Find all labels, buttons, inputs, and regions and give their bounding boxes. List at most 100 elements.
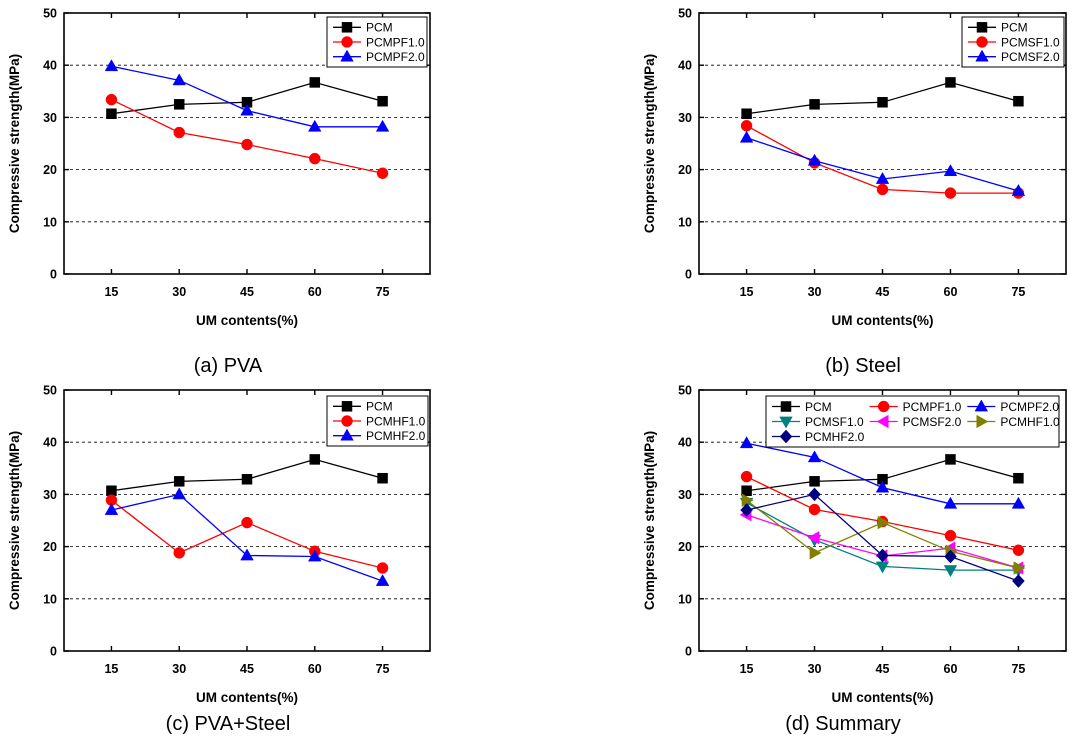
x-tick-label: 45: [240, 662, 254, 676]
chart-panel-2: 0 10 20 30 40 50 15 30 45 60 75 UM contents(%) Compr…: [642, 7, 1067, 377]
legend-marker: [341, 36, 353, 48]
legend-label: PCMHF1.0: [366, 414, 426, 428]
y-tick-label: 40: [678, 59, 692, 73]
legend-marker: [975, 49, 989, 62]
x-tick-label: 75: [1011, 662, 1025, 676]
data-point-pcmpf2.0: [739, 436, 754, 449]
y-tick-label: 30: [678, 488, 692, 502]
legend-marker: [779, 416, 793, 429]
data-point-pcmpf1.0: [376, 167, 389, 180]
x-tick-label: 60: [308, 662, 322, 676]
data-point-pcmhf2.0: [104, 503, 119, 515]
data-point-pcmhf2.0: [1012, 574, 1025, 588]
x-tick-label: 15: [740, 285, 754, 299]
data-point-pcmpf1.0: [740, 470, 753, 483]
data-point-pcmpf2.0: [943, 496, 958, 509]
legend-marker: [340, 49, 354, 62]
data-point-pcmpf1.0: [241, 138, 253, 151]
legend-label: PCMSF1.0: [1001, 35, 1060, 49]
legend-marker: [974, 399, 989, 412]
legend-label: PCMSF2.0: [903, 415, 962, 429]
data-point-pcmhf1.0: [877, 515, 890, 530]
data-point-pcm: [741, 108, 752, 119]
y-tick-label: 10: [678, 215, 692, 229]
data-point-pcm: [809, 476, 820, 487]
x-axis-title: UM contents(%): [832, 313, 934, 328]
data-point-pcm: [377, 472, 388, 484]
x-tick-label: 15: [740, 662, 754, 676]
data-point-pcmpf2.0: [807, 450, 822, 463]
legend-label: PCMPF2.0: [1000, 400, 1059, 414]
y-tick-label: 20: [678, 163, 692, 177]
legend-marker: [341, 401, 353, 412]
legend-marker: [877, 400, 890, 413]
x-tick-label: 45: [876, 285, 890, 299]
y-tick-label: 0: [50, 268, 57, 282]
data-point-pcmhf2.0: [876, 548, 889, 563]
y-axis-title: Compressive strength(MPa): [642, 54, 657, 233]
data-point-pcmsf2.0: [807, 530, 820, 545]
x-axis-title: UM contents(%): [196, 313, 298, 328]
legend-marker: [780, 401, 792, 412]
data-point-pcmpf2.0: [1011, 496, 1026, 509]
chart-panel-3: 0 10 20 30 40 50 15 30 45 60 75 UM contents(%) Compr…: [7, 384, 431, 735]
data-point-pcm: [1013, 95, 1024, 107]
data-point-pcm: [809, 99, 820, 110]
data-point-pcmsf2.0: [739, 130, 754, 143]
data-point-pcmsf1.0: [944, 187, 957, 199]
y-tick-label: 30: [43, 488, 57, 502]
legend-label: PCMHF2.0: [805, 430, 865, 444]
y-tick-label: 20: [43, 163, 57, 177]
legend-marker: [341, 415, 353, 427]
data-point-pcmsf1.0: [943, 565, 958, 578]
legend-marker: [976, 36, 988, 48]
data-point-pcm: [741, 485, 752, 496]
legend-label: PCM: [1001, 21, 1028, 35]
data-point-pcmsf1.0: [876, 183, 889, 196]
data-point-pcmhf1.0: [241, 516, 253, 529]
data-point-pcmhf1.0: [173, 547, 185, 559]
data-point-pcmsf1.0: [740, 120, 753, 132]
panel-caption: (d) Summary: [785, 713, 901, 735]
data-point-pcmsf2.0: [943, 164, 958, 177]
legend-marker: [779, 429, 793, 444]
series-line-pcmhf2.0: [111, 493, 383, 582]
data-point-pcmsf2.0: [1011, 183, 1026, 196]
y-tick-label: 10: [43, 592, 57, 606]
data-point-pcm: [241, 474, 253, 485]
data-point-pcm: [309, 77, 321, 88]
data-point-pcm: [1013, 472, 1024, 484]
data-point-pcmpf2.0: [104, 59, 119, 72]
y-tick-label: 10: [678, 592, 692, 606]
data-point-pcmpf2.0: [172, 73, 186, 86]
x-axis-title: UM contents(%): [832, 690, 934, 705]
legend-marker: [340, 428, 354, 441]
chart-legend: PCM PCMPF1.0 PCMPF2.0 PCMSF1.0 PCMSF2.0 PCMHF…: [765, 395, 1060, 448]
y-tick-label: 50: [678, 7, 692, 21]
y-tick-label: 0: [685, 645, 692, 659]
y-tick-label: 40: [678, 436, 692, 450]
legend-label: PCMPF1.0: [903, 400, 962, 414]
data-point-pcmpf1.0: [944, 529, 957, 542]
legend-label: PCMSF1.0: [805, 415, 864, 429]
data-point-pcmpf1.0: [309, 152, 321, 165]
legend-label: PCMPF1.0: [366, 35, 425, 49]
legend-label: PCMHF2.0: [366, 429, 426, 443]
y-tick-label: 40: [43, 436, 57, 450]
x-tick-label: 30: [172, 662, 186, 676]
chart-panel-1: 0 10 20 30 40 50 15 30 45 60 75 UM contents(%) Compr…: [7, 7, 431, 377]
y-tick-label: 40: [43, 59, 57, 73]
data-point-pcmhf1.0: [741, 493, 754, 507]
panel-caption: (b) Steel: [825, 355, 901, 377]
y-tick-label: 50: [43, 7, 57, 21]
x-tick-label: 60: [944, 662, 958, 676]
data-point-pcmhf2.0: [375, 574, 390, 586]
chart-panel-4: 0 10 20 30 40 50 15 30 45 60 75 UM contents(%) Compr…: [642, 384, 1067, 735]
y-tick-label: 30: [678, 111, 692, 125]
legend-marker: [876, 414, 889, 429]
x-tick-label: 30: [172, 285, 186, 299]
legend-label: PCM: [805, 400, 832, 414]
